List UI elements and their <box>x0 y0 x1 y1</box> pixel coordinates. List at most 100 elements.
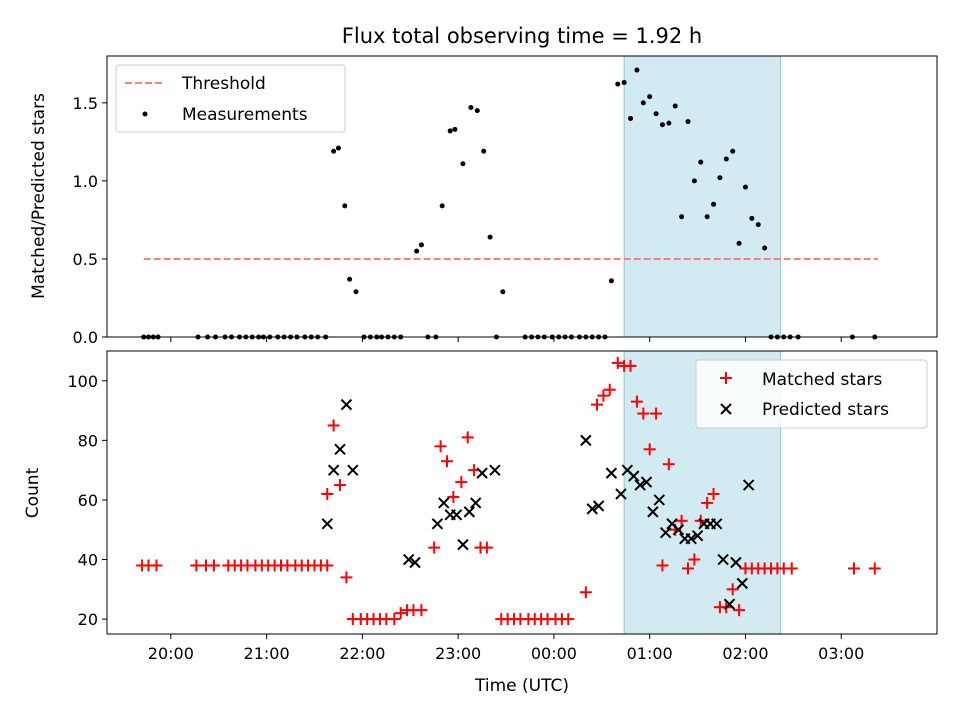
measurements-point <box>666 120 672 126</box>
legend-measurements-swatch <box>142 111 148 117</box>
predicted-stars-point <box>431 518 444 530</box>
measurements-point <box>342 203 348 209</box>
measurements-point <box>736 240 742 246</box>
predicted-stars-point <box>653 494 665 506</box>
ratio-plot-frame <box>106 55 938 338</box>
measurements-point <box>418 242 424 248</box>
measurements-point <box>621 80 627 86</box>
ratio-legend-box <box>115 64 346 133</box>
y-tick-label: 20 <box>78 610 98 629</box>
predicted-stars-point <box>659 527 672 539</box>
legend-measurements-label: Measurements <box>182 105 308 125</box>
predicted-stars-point <box>438 497 450 509</box>
measurements-point <box>659 122 665 128</box>
matched-stars-point <box>434 440 447 453</box>
matched-stars-point <box>650 407 663 420</box>
predicted-stars-point <box>347 464 359 476</box>
predicted-stars-point <box>711 518 723 530</box>
measurements-point <box>439 203 445 209</box>
measurements-point <box>704 214 710 220</box>
y-tick-label: 1.0 <box>73 172 98 191</box>
matched-stars-point <box>340 571 353 584</box>
measurements-point <box>468 105 474 111</box>
measurements-point <box>723 156 729 162</box>
chart-title: Flux total observing time = 1.92 h <box>342 24 702 48</box>
ratio-panel: 0.0 0.5 1.0 1.5 Matched/Predicted stars Thr… <box>29 55 938 347</box>
predicted-stars-point <box>327 464 340 476</box>
matched-stars-point <box>688 553 701 566</box>
measurements-point <box>762 245 768 251</box>
predicted-stars-point <box>409 556 421 569</box>
legend-threshold-label: Threshold <box>181 74 266 94</box>
predicted-stars-point <box>450 509 463 521</box>
predicted-stars-point <box>723 598 736 610</box>
matched-stars-point <box>637 407 650 420</box>
matched-stars-point <box>455 476 468 489</box>
x-tick-label: 23:00 <box>435 644 481 663</box>
x-tick-label: 02:00 <box>722 644 768 663</box>
legend-predicted-label: Predicted stars <box>762 400 889 420</box>
predicted-stars-point <box>489 464 501 476</box>
predicted-stars-point <box>691 529 704 542</box>
matched-stars-point <box>624 359 637 372</box>
matched-stars-point <box>480 541 493 554</box>
matched-stars-point <box>643 443 656 456</box>
matched-stars-point <box>447 490 460 503</box>
counts-panel: 20 40 60 80 100 20:00 21:00 22:00 23:00 00:00 01:… <box>23 350 938 696</box>
predicted-stars-point <box>340 398 353 411</box>
matched-stars-point <box>321 559 334 572</box>
matched-stars-point <box>579 586 592 599</box>
legend-matched-label: Matched stars <box>762 370 882 390</box>
matched-stars-point <box>603 383 616 396</box>
measurements-point <box>615 81 621 87</box>
matched-stars-point <box>440 455 453 468</box>
predicted-stars-point <box>717 553 729 566</box>
matched-stars-point <box>150 559 163 572</box>
y-tick-label: 80 <box>78 431 98 450</box>
x-tick-label: 22:00 <box>339 644 385 663</box>
predicted-stars-point <box>736 577 748 590</box>
measurements-point <box>335 145 341 151</box>
measurements-point <box>698 159 704 165</box>
x-tick-label: 21:00 <box>244 644 290 663</box>
matched-stars-point <box>591 398 604 411</box>
measurements-point <box>487 234 493 240</box>
measurements-point <box>691 178 697 184</box>
measurements-point <box>447 128 453 134</box>
predicted-stars-point <box>672 524 685 536</box>
measurements-point <box>730 148 736 154</box>
measurements-point <box>608 278 614 284</box>
predicted-stars-point <box>470 497 482 509</box>
predicted-stars-point <box>634 479 646 491</box>
measurements-point <box>749 215 755 221</box>
counts-y-label: Count <box>23 467 43 518</box>
matched-stars-point <box>327 419 340 432</box>
x-axis-label: Time (UTC) <box>474 676 569 696</box>
matched-stars-point <box>461 431 474 444</box>
measurements-point <box>452 126 458 132</box>
matched-stars-point <box>656 559 669 572</box>
x-tick-label: 00:00 <box>531 644 577 663</box>
y-tick-label: 100 <box>67 372 98 391</box>
matched-stars-point <box>630 395 643 408</box>
measurements-point <box>672 103 678 109</box>
measurements-point <box>481 148 487 154</box>
predicted-stars-point <box>742 479 755 491</box>
measurements-point <box>711 201 717 207</box>
matched-stars-point <box>785 562 798 575</box>
matched-stars-point <box>415 604 428 617</box>
matched-stars-point <box>597 389 610 402</box>
measurements-point <box>500 289 506 295</box>
legend-predicted-swatch <box>720 403 732 415</box>
predicted-stars-point <box>647 506 659 518</box>
matched-stars-point <box>848 562 860 575</box>
observing-window-shade-top <box>623 55 782 338</box>
y-tick-label: 40 <box>78 551 98 570</box>
y-tick-label: 60 <box>78 491 98 510</box>
predicted-stars-point <box>605 467 618 479</box>
measurements-point <box>640 100 646 106</box>
matched-stars-point <box>388 613 401 626</box>
predicted-stars-point <box>334 443 346 456</box>
matched-stars-point <box>868 562 881 575</box>
